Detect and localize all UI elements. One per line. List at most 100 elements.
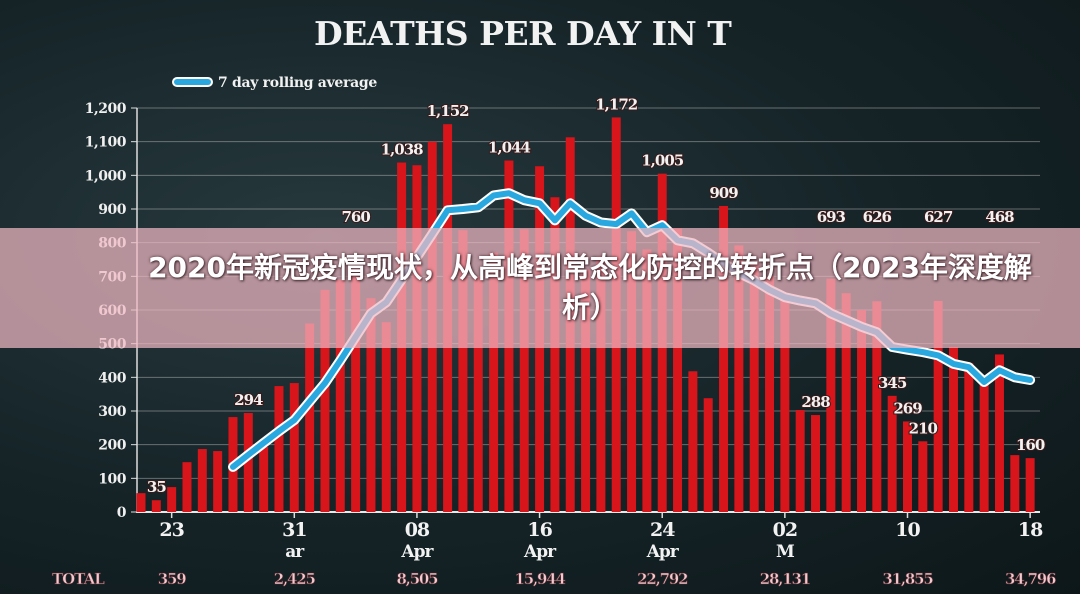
bar — [627, 231, 637, 512]
bar — [933, 300, 943, 512]
bar — [550, 197, 560, 512]
bar-value-label: 288 — [801, 393, 830, 411]
bar — [305, 323, 315, 512]
bar — [1025, 458, 1035, 512]
bar-value-label: 345 — [878, 374, 907, 392]
bar — [197, 449, 207, 512]
bar — [857, 310, 867, 512]
total-value: 2,425 — [274, 570, 316, 588]
total-value: 34,796 — [1005, 570, 1056, 588]
bar — [948, 347, 958, 512]
bar-value-label: 160 — [1016, 436, 1045, 454]
bar — [243, 413, 253, 512]
x-tick-day: 18 — [1018, 519, 1043, 541]
bar — [473, 276, 483, 512]
chart-title-container: DEATHS PER DAY IN T — [300, 14, 778, 58]
bar — [289, 383, 299, 512]
y-tick-label: 900 — [98, 202, 126, 218]
bar — [381, 322, 391, 512]
bar — [765, 276, 775, 512]
bar — [964, 363, 974, 512]
x-tick-month: ar — [285, 542, 305, 562]
bar — [872, 301, 882, 512]
bar — [734, 245, 744, 513]
bar — [151, 500, 161, 512]
x-tick-month: Apr — [646, 542, 680, 562]
totals-label: TOTAL — [52, 570, 105, 588]
x-tick-day: 23 — [159, 519, 183, 541]
y-tick-label: 0 — [117, 505, 127, 521]
y-tick-label: 300 — [98, 404, 126, 420]
bar — [673, 228, 683, 512]
bar-value-label: 1,005 — [641, 152, 684, 170]
bar — [841, 293, 851, 512]
y-tick-label: 1,200 — [85, 101, 127, 117]
x-tick-day: 08 — [405, 519, 430, 541]
x-tick-day: 24 — [650, 519, 675, 541]
bar — [596, 256, 606, 512]
bar — [703, 398, 713, 512]
bar — [366, 298, 376, 512]
bar — [642, 249, 652, 512]
total-value: 8,505 — [396, 570, 438, 588]
x-tick-day: 10 — [895, 519, 920, 541]
bar-value-label: 269 — [893, 399, 922, 417]
bar — [903, 421, 912, 512]
total-value: 28,131 — [760, 570, 810, 588]
bar-value-label: 1,044 — [488, 139, 531, 157]
y-tick-label: 1,000 — [85, 168, 127, 184]
legend-label: 7 day rolling average — [218, 75, 377, 91]
bar — [780, 296, 790, 512]
total-value: 15,944 — [514, 570, 565, 588]
bar-value-label: 693 — [817, 208, 846, 226]
bar-value-label: 294 — [234, 391, 263, 409]
total-value: 359 — [158, 570, 186, 588]
x-tick-day: 02 — [773, 519, 797, 541]
headline-banner: 2020年新冠疫情现状，从高峰到常态化防控的转折点（2023年深度解析） — [0, 228, 1080, 348]
bar — [979, 382, 989, 512]
total-value: 22,792 — [637, 570, 688, 588]
bar — [581, 269, 591, 512]
bar — [335, 279, 345, 512]
bar — [1010, 455, 1020, 512]
bar — [795, 409, 805, 512]
bar-value-label: 626 — [863, 208, 892, 226]
x-tick-day: 31 — [282, 519, 306, 541]
bar — [489, 252, 499, 512]
bar — [182, 462, 192, 512]
bar — [213, 451, 223, 512]
y-tick-label: 1,100 — [85, 135, 127, 151]
y-tick-label: 100 — [98, 471, 126, 487]
bar — [688, 371, 698, 512]
bar-value-label: 1,152 — [427, 102, 470, 120]
bar — [811, 415, 821, 512]
bar — [519, 229, 529, 512]
x-tick-day: 16 — [527, 519, 552, 541]
bar — [719, 205, 729, 512]
bar — [749, 262, 759, 512]
bar — [887, 395, 897, 512]
bar-value-label: 210 — [909, 419, 938, 437]
bar — [458, 230, 468, 512]
bar-value-label: 1,172 — [595, 95, 638, 113]
y-tick-label: 200 — [98, 438, 126, 454]
bar — [320, 289, 330, 512]
y-tick-label: 400 — [98, 370, 126, 386]
total-value: 31,855 — [882, 570, 933, 588]
x-tick-month: Apr — [400, 542, 434, 562]
bar — [351, 256, 361, 512]
bar — [274, 386, 284, 512]
bar-value-label: 627 — [924, 208, 953, 226]
x-tick-month: Apr — [523, 542, 557, 562]
bar-value-label: 1,038 — [381, 141, 424, 159]
bar — [136, 493, 146, 512]
bar-value-label: 35 — [147, 478, 166, 496]
bar — [918, 441, 928, 512]
bar — [994, 354, 1004, 512]
bar — [259, 447, 269, 512]
headline-text: 2020年新冠疫情现状，从高峰到常态化防控的转折点（2023年深度解析） — [148, 251, 1032, 324]
bar-value-label: 909 — [709, 184, 738, 202]
bar-value-label: 760 — [341, 208, 370, 226]
bar — [167, 487, 177, 512]
bar — [826, 278, 836, 512]
